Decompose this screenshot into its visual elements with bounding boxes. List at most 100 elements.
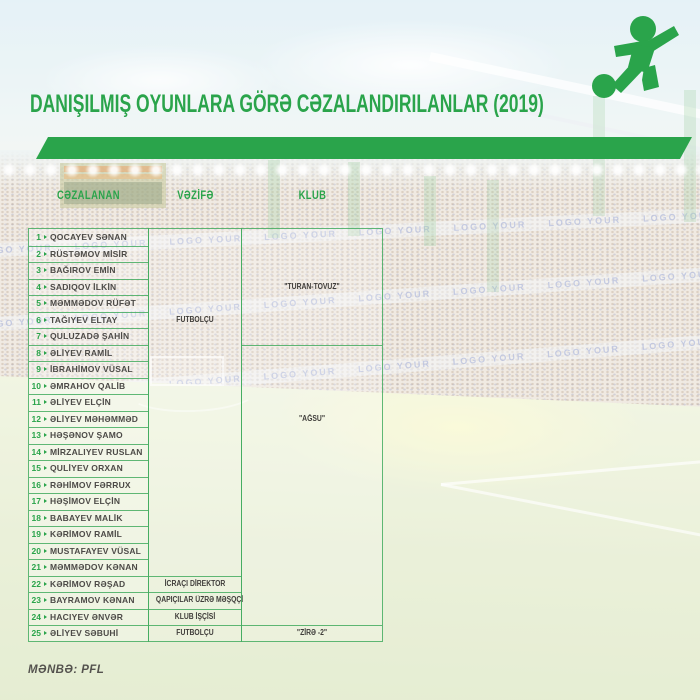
row-number: 13 xyxy=(31,430,41,440)
position-cell-label: FUTBOLÇU xyxy=(176,314,214,324)
row-marker-icon xyxy=(44,433,47,437)
row-number: 22 xyxy=(31,578,41,589)
player-name: İBRAHİMOV VÜSAL xyxy=(50,364,133,374)
footballer-kicking-ball-icon xyxy=(592,16,679,98)
table-row: 5 MƏMMƏDOV RÜFƏT xyxy=(29,295,148,312)
row-marker-icon xyxy=(44,581,47,586)
row-marker-icon xyxy=(44,598,47,602)
player-name: SADIQOV İLKİN xyxy=(50,281,117,292)
cell-divider xyxy=(29,262,148,263)
row-number: 20 xyxy=(31,545,41,556)
cell-divider xyxy=(29,377,148,379)
cell-divider xyxy=(149,608,241,610)
player-name: QULUZADƏ ŞAHİN xyxy=(50,331,130,341)
hanging-banner xyxy=(487,180,499,292)
row-number: 11 xyxy=(32,397,41,407)
row-number: 6 xyxy=(36,314,41,325)
table-row: 21 MƏMMƏDOV KƏNAN xyxy=(29,559,148,576)
row-number: 17 xyxy=(31,496,41,506)
row-marker-icon xyxy=(44,367,47,371)
row-marker-icon xyxy=(44,482,47,487)
club-cell-label: "ZİRƏ -2" xyxy=(296,628,328,638)
table-row: 1 QOCAYEV SƏNAN xyxy=(29,229,148,246)
source-note: MƏNBƏ: PFL xyxy=(28,664,105,676)
player-name: ƏLİYEV RAMİL xyxy=(50,347,113,358)
punished-table: 1 QOCAYEV SƏNAN 2 RÜSTƏMOV MİSİR 3 BAĞIROV EM… xyxy=(28,228,383,642)
row-number: 12 xyxy=(31,413,41,424)
cell-divider xyxy=(29,328,148,329)
table-row: 16 RƏHİMOV FƏRRUX xyxy=(29,477,148,494)
player-name: BABAYEV MALİK xyxy=(50,512,123,523)
cell-divider xyxy=(29,493,148,494)
table-row: 9 İBRAHİMOV VÜSAL xyxy=(29,361,148,378)
row-marker-icon xyxy=(44,499,47,503)
table-row: 10 ƏMRAHOV QALİB xyxy=(29,378,148,395)
cell-divider xyxy=(29,443,148,445)
row-number: 19 xyxy=(31,529,41,539)
row-number: 10 xyxy=(31,380,41,391)
scoreboard-screen xyxy=(64,182,162,204)
table-row: 24 HACIYEV ƏNVƏR xyxy=(29,609,148,626)
table-row: 19 KƏRİMOV RAMİL xyxy=(29,526,148,543)
hanging-banner xyxy=(424,176,436,246)
row-marker-icon xyxy=(44,449,47,454)
row-marker-icon xyxy=(44,383,47,388)
table-row: 25 ƏLİYEV SƏBUHİ xyxy=(29,625,148,642)
club-cell-label: "AĞSU" xyxy=(298,413,326,423)
club-cell-label: "TURAN-TOVUZ" xyxy=(284,281,340,291)
floodlights xyxy=(0,156,700,184)
accent-bar xyxy=(36,137,692,159)
column-header-punished: CƏZALANAN xyxy=(57,190,120,202)
cell-divider xyxy=(29,509,148,511)
cell-divider xyxy=(29,608,148,610)
row-marker-icon xyxy=(44,235,47,239)
cell-divider xyxy=(149,592,241,593)
column-header-position: VƏZİFƏ xyxy=(177,190,214,202)
row-number: 3 xyxy=(36,265,41,275)
cell-divider xyxy=(29,311,148,313)
player-name: HƏŞİMOV ELÇİN xyxy=(50,496,121,506)
row-number: 15 xyxy=(31,463,41,473)
row-marker-icon xyxy=(44,614,47,619)
table-row: 4 SADIQOV İLKİN xyxy=(29,279,148,296)
row-marker-icon xyxy=(44,548,47,553)
position-cell-label: QAPIÇILAR ÜZRƏ MƏŞQÇİ xyxy=(155,595,244,605)
row-number: 25 xyxy=(31,628,41,638)
table-row: 2 RÜSTƏMOV MİSİR xyxy=(29,246,148,263)
column-header-club: KLUB xyxy=(298,190,327,202)
player-name: MİRZALIYEV RUSLAN xyxy=(50,446,143,457)
player-name: QULİYEV ORXAN xyxy=(50,463,123,473)
cell-divider xyxy=(149,575,241,577)
cell-divider xyxy=(29,460,148,461)
position-cell-label: KLUB İŞÇİSİ xyxy=(174,611,216,621)
table-row: 3 BAĞIROV EMİN xyxy=(29,262,148,279)
row-number: 9 xyxy=(36,364,41,374)
row-marker-icon xyxy=(44,515,47,520)
row-number: 2 xyxy=(36,248,41,259)
goal-frame xyxy=(150,356,224,386)
row-number: 24 xyxy=(31,611,41,622)
cell-divider xyxy=(29,559,148,560)
row-number: 14 xyxy=(31,446,41,457)
row-marker-icon xyxy=(44,532,47,536)
position-cell-label: İCRAÇI DİREKTOR xyxy=(164,578,226,588)
table-row: 11 ƏLİYEV ELÇİN xyxy=(29,394,148,411)
page-title: DANIŞILMIŞ OYUNLARA GÖRƏ CƏZALANDIRILANL… xyxy=(30,90,544,118)
table-row: 18 BABAYEV MALİK xyxy=(29,510,148,527)
row-number: 1 xyxy=(36,232,41,242)
row-number: 4 xyxy=(36,281,41,292)
cell-divider xyxy=(29,245,148,247)
table-row: 23 BAYRAMOV KƏNAN xyxy=(29,592,148,609)
table-row: 22 KƏRİMOV RƏŞAD xyxy=(29,576,148,593)
row-marker-icon xyxy=(44,301,47,305)
cell-divider xyxy=(29,575,148,577)
player-name: QOCAYEV SƏNAN xyxy=(50,232,127,242)
row-marker-icon xyxy=(44,565,47,569)
player-name: ƏLİYEV MƏHƏMMƏD xyxy=(50,413,139,424)
row-marker-icon xyxy=(44,317,47,322)
row-number: 16 xyxy=(31,479,41,490)
cell-divider xyxy=(29,592,148,593)
cell-divider xyxy=(29,625,148,626)
